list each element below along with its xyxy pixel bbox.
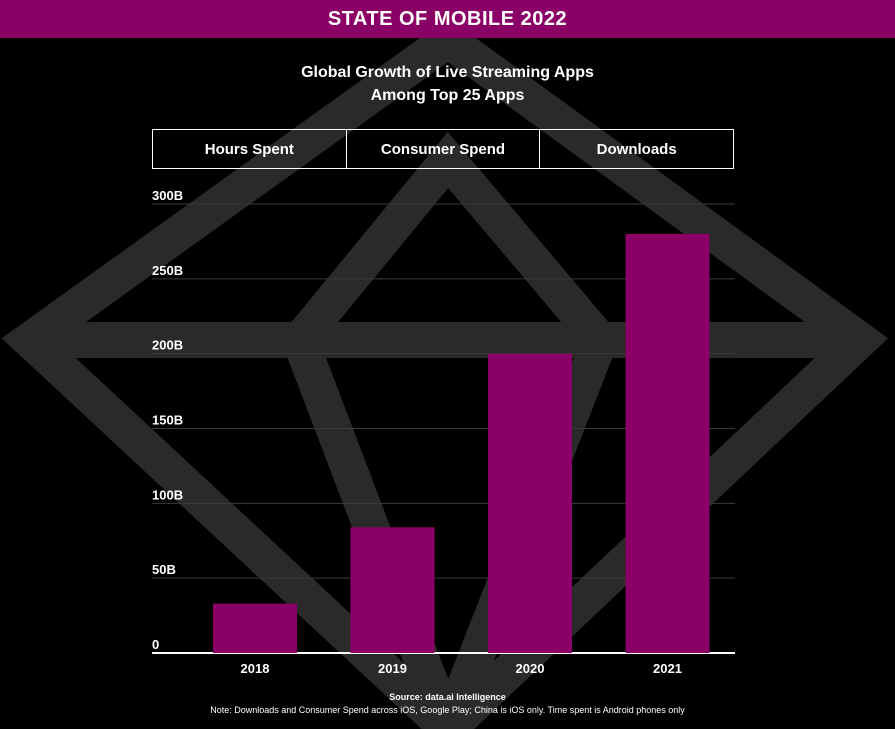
tab-hours-spent[interactable]: Hours Spent (204, 140, 294, 158)
footnote: Note: Downloads and Consumer Spend acros… (210, 705, 685, 715)
metric-tabs: Hours Spent Consumer Spend Downloads (152, 129, 734, 169)
y-tick-label: 200B (152, 338, 183, 353)
bar (213, 603, 297, 653)
x-tick-label: 2019 (378, 661, 407, 676)
x-tick-label: 2020 (516, 661, 545, 676)
bar (625, 233, 710, 653)
tab-downloads[interactable]: Downloads (539, 130, 733, 168)
chart-title: Global Growth of Live Streaming Apps (301, 64, 594, 81)
banner-title: STATE OF MOBILE 2022 (327, 7, 568, 30)
y-tick-label: 0 (152, 637, 159, 652)
x-tick-label: 2018 (241, 661, 270, 676)
report-banner: STATE OF MOBILE 2022 (0, 0, 895, 38)
y-tick-label: 300B (152, 188, 183, 203)
bar (350, 527, 435, 653)
chart-subtitle: Among Top 25 Apps (370, 87, 525, 104)
x-tick-label: 2021 (653, 661, 682, 676)
y-tick-label: 50B (152, 562, 176, 577)
y-tick-label: 100B (152, 487, 183, 502)
bar (488, 353, 572, 653)
y-tick-label: 250B (152, 263, 183, 278)
source-note: Source: data.ai Intelligence (389, 692, 506, 702)
y-tick-label: 150B (152, 413, 183, 428)
tab-consumer-spend[interactable]: Consumer Spend (345, 130, 540, 168)
